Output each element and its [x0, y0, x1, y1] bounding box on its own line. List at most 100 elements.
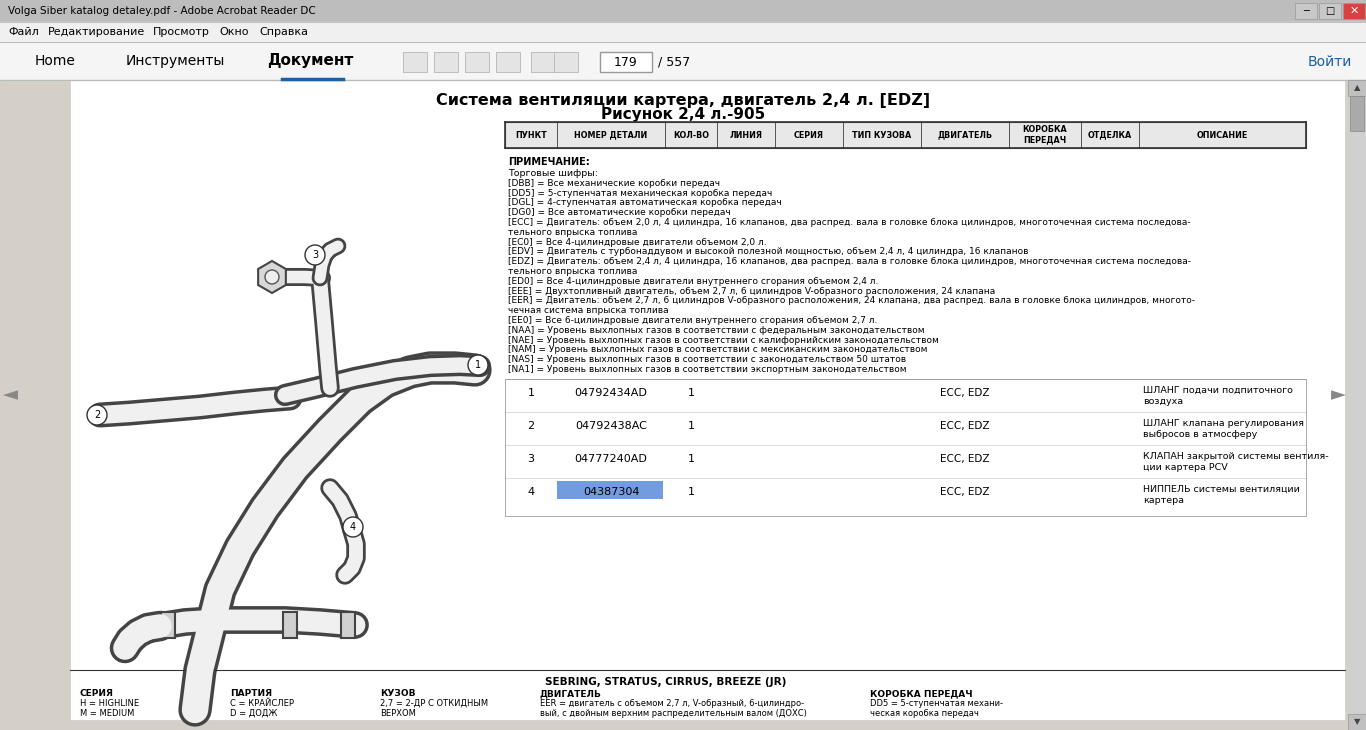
Text: ДВИГАТЕЛЬ: ДВИГАТЕЛЬ	[937, 131, 993, 139]
Bar	[0, 0, 1366, 22]
Text: НИППЕЛЬ системы вентиляции: НИППЕЛЬ системы вентиляции	[1143, 485, 1300, 494]
Text: [ED0] = Все 4-цилиндровые двигатели внутреннего сгорания объемом 2,4 л.: [ED0] = Все 4-цилиндровые двигатели внут…	[508, 277, 878, 286]
Text: Окно: Окно	[219, 27, 249, 37]
Text: Справка: Справка	[260, 27, 307, 37]
Text: [DG0] = Все автоматические коробки передач: [DG0] = Все автоматические коробки перед…	[508, 208, 731, 218]
Text: ◄: ◄	[3, 385, 18, 404]
Bar	[1320, 3, 1341, 19]
Text: [EDV] = Двигатель с турбонаддувом и высокой полезной мощностью, объем 2,4 л, 4 ц: [EDV] = Двигатель с турбонаддувом и высо…	[508, 247, 1029, 256]
Text: ШЛАНГ подачи подпиточного: ШЛАНГ подачи подпиточного	[1143, 386, 1292, 395]
Bar	[555, 52, 578, 72]
Text: ─: ─	[1303, 6, 1309, 16]
Text: КУЗОВ: КУЗОВ	[380, 689, 415, 698]
Circle shape	[469, 355, 488, 375]
Text: ПРИМЕЧАНИЕ:: ПРИМЕЧАНИЕ:	[508, 157, 590, 167]
Text: □: □	[1325, 6, 1335, 16]
Text: [ECC] = Двигатель: объем 2,0 л, 4 цилиндра, 16 клапанов, два распред. вала в гол: [ECC] = Двигатель: объем 2,0 л, 4 цилинд…	[508, 218, 1191, 227]
Text: СЕРИЯ: СЕРИЯ	[81, 689, 113, 698]
Text: DD5 = 5-ступенчатая механи-: DD5 = 5-ступенчатая механи-	[870, 699, 1003, 708]
Bar	[0, 42, 1366, 80]
Text: ОТДЕЛКА: ОТДЕЛКА	[1087, 131, 1132, 139]
Text: Просмотр: Просмотр	[153, 27, 210, 37]
Text: ▲: ▲	[1354, 83, 1361, 93]
Text: SEBRING, STRATUS, CIRRUS, BREEZE (JR): SEBRING, STRATUS, CIRRUS, BREEZE (JR)	[545, 677, 787, 687]
Text: 2: 2	[527, 421, 534, 431]
Text: EER = двигатель с объемом 2,7 л, V-образный, 6-цилиндро-: EER = двигатель с объемом 2,7 л, V-образ…	[540, 699, 805, 708]
Bar	[1348, 714, 1366, 730]
Circle shape	[87, 405, 107, 425]
Text: тельного впрыска топлива: тельного впрыска топлива	[508, 228, 638, 237]
Text: 1: 1	[687, 487, 694, 497]
Text: 1: 1	[527, 388, 534, 398]
Text: [NAS] = Уровень выхлопных газов в соответствии с законодательством 50 штатов: [NAS] = Уровень выхлопных газов в соотве…	[508, 356, 906, 364]
Text: [NA1] = Уровень выхлопных газов в соответствии экспортным законодательством: [NA1] = Уровень выхлопных газов в соотве…	[508, 365, 907, 374]
Bar	[342, 612, 355, 638]
Bar	[496, 52, 520, 72]
Text: КЛАПАН закрытой системы вентиля-: КЛАПАН закрытой системы вентиля-	[1143, 452, 1329, 461]
Bar	[531, 52, 555, 72]
Text: Документ: Документ	[266, 53, 354, 69]
Text: Рисунок 2,4 л.-905: Рисунок 2,4 л.-905	[601, 107, 765, 123]
Text: Инструменты: Инструменты	[126, 54, 224, 68]
Text: [EDZ] = Двигатель: объем 2,4 л, 4 цилиндра, 16 клапанов, два распред. вала в гол: [EDZ] = Двигатель: объем 2,4 л, 4 цилинд…	[508, 257, 1191, 266]
Bar	[403, 52, 428, 72]
Text: чечная система впрыска топлива: чечная система впрыска топлива	[508, 306, 668, 315]
Text: Volga Siber katalog detaley.pdf - Adobe Acrobat Reader DC: Volga Siber katalog detaley.pdf - Adobe …	[8, 6, 316, 16]
Text: картера: картера	[1143, 496, 1184, 505]
Text: Система вентиляции картера, двигатель 2,4 л. [EDZ]: Система вентиляции картера, двигатель 2,…	[436, 93, 930, 107]
Circle shape	[305, 245, 325, 265]
Text: воздуха: воздуха	[1143, 397, 1183, 406]
Text: 04387304: 04387304	[583, 487, 639, 497]
Text: [EEE] = Двухтопливный двигатель, объем 2,7 л, 6 цилиндров V-образного расположен: [EEE] = Двухтопливный двигатель, объем 2…	[508, 287, 996, 296]
Bar	[161, 612, 175, 638]
Text: 04792438AC: 04792438AC	[575, 421, 647, 431]
Text: / 557: / 557	[658, 55, 690, 69]
Text: ПАРТИЯ: ПАРТИЯ	[229, 689, 272, 698]
Text: ECC, EDZ: ECC, EDZ	[940, 487, 990, 497]
Text: 1: 1	[687, 421, 694, 431]
Text: H = HIGHLINE: H = HIGHLINE	[81, 699, 139, 708]
Bar	[1295, 3, 1317, 19]
Text: [EE0] = Все 6-цилиндровые двигатели внутреннего сгорания объемом 2,7 л.: [EE0] = Все 6-цилиндровые двигатели внут…	[508, 316, 877, 325]
Text: ПУНКТ: ПУНКТ	[515, 131, 546, 139]
Text: 2,7 = 2-ДР С ОТКИДНЫМ: 2,7 = 2-ДР С ОТКИДНЫМ	[380, 699, 488, 708]
Text: 3: 3	[527, 454, 534, 464]
Bar	[464, 52, 489, 72]
Text: 1: 1	[687, 454, 694, 464]
Text: ►: ►	[1330, 385, 1346, 404]
Text: D = ДОДЖ: D = ДОДЖ	[229, 709, 277, 718]
Bar	[600, 52, 652, 72]
Text: Home: Home	[34, 54, 75, 68]
Text: [NAE] = Уровень выхлопных газов в соответствии с калифорнийским законодательство: [NAE] = Уровень выхлопных газов в соотве…	[508, 336, 938, 345]
Text: ческая коробка передач: ческая коробка передач	[870, 709, 979, 718]
Text: C = КРАЙСЛЕР: C = КРАЙСЛЕР	[229, 699, 294, 708]
Text: 4: 4	[527, 487, 534, 497]
Text: ECC, EDZ: ECC, EDZ	[940, 388, 990, 398]
Text: Файл: Файл	[8, 27, 38, 37]
Text: [EC0] = Все 4-цилиндровые двигатели объемом 2,0 л.: [EC0] = Все 4-цилиндровые двигатели объе…	[508, 237, 766, 247]
Text: [EER] = Двигатель: объем 2,7 л, 6 цилиндров V-образного расположения, 24 клапана: [EER] = Двигатель: объем 2,7 л, 6 цилинд…	[508, 296, 1195, 305]
Text: ▼: ▼	[1354, 718, 1361, 726]
Text: ЛИНИЯ: ЛИНИЯ	[729, 131, 762, 139]
Text: Войти: Войти	[1307, 55, 1352, 69]
Bar	[434, 52, 458, 72]
Text: 3: 3	[311, 250, 318, 260]
Text: выбросов в атмосферу: выбросов в атмосферу	[1143, 430, 1257, 439]
Bar	[557, 481, 663, 499]
Bar	[505, 379, 1306, 516]
Bar	[283, 612, 296, 638]
Text: КОРОБКА ПЕРЕДАЧ: КОРОБКА ПЕРЕДАЧ	[870, 689, 973, 698]
Text: Торговые шифры:: Торговые шифры:	[508, 169, 598, 178]
Bar	[0, 22, 1366, 42]
Text: ШЛАНГ клапана регулирования: ШЛАНГ клапана регулирования	[1143, 419, 1305, 428]
Text: КОЛ-ВО: КОЛ-ВО	[673, 131, 709, 139]
Bar	[1348, 80, 1366, 720]
Bar	[1348, 80, 1366, 96]
Text: [DGL] = 4-ступенчатая автоматическая коробка передач: [DGL] = 4-ступенчатая автоматическая кор…	[508, 199, 781, 207]
Text: ДВИГАТЕЛЬ: ДВИГАТЕЛЬ	[540, 689, 602, 698]
Text: 1: 1	[475, 360, 481, 370]
Text: СЕРИЯ: СЕРИЯ	[794, 131, 824, 139]
Bar	[70, 80, 1346, 720]
Text: 1: 1	[687, 388, 694, 398]
Text: КОРОБКА
ПЕРЕДАЧ: КОРОБКА ПЕРЕДАЧ	[1023, 126, 1067, 145]
